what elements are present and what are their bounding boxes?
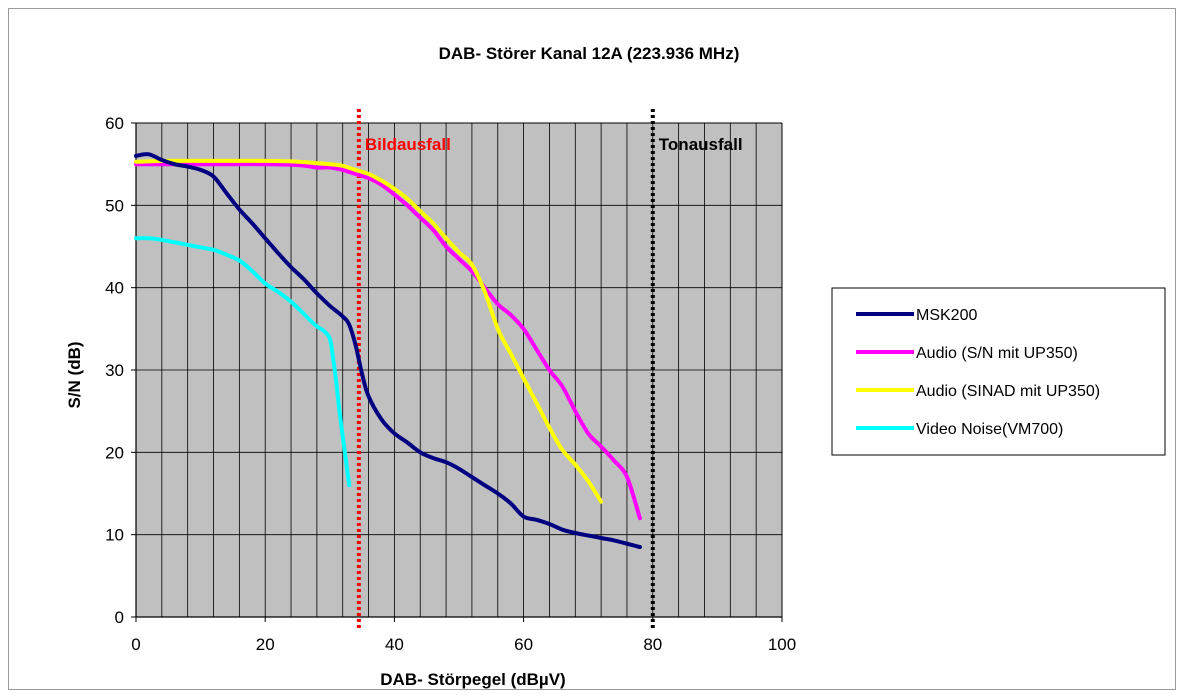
chart-title: DAB- Störer Kanal 12A (223.936 MHz)	[439, 44, 740, 63]
y-tick-label: 60	[105, 114, 124, 133]
legend-label-3: Video Noise(VM700)	[916, 421, 1063, 438]
series-line-0	[134, 152, 642, 549]
y-tick-label: 40	[105, 279, 124, 298]
legend-label-1: Audio (S/N mit UP350)	[916, 345, 1078, 362]
series-line-1	[134, 162, 642, 521]
legend-label-2: Audio (SINAD mit UP350)	[916, 383, 1100, 400]
line-chart: DAB- Störer Kanal 12A (223.936 MHz) 0 10 2…	[65, 44, 1166, 689]
y-tick-label: 10	[105, 526, 124, 545]
x-axis-label: DAB- Störpegel (dBµV)	[380, 670, 565, 689]
marker-label-bildausfall: Bildausfall	[365, 135, 451, 154]
x-tick-label: 60	[514, 635, 533, 654]
x-tick-label: 0	[131, 635, 140, 654]
x-tick-label: 100	[768, 635, 796, 654]
y-axis-label: S/N (dB)	[65, 341, 84, 408]
x-tick-label: 40	[385, 635, 404, 654]
marker-label-tonausfall: Tonausfall	[659, 135, 743, 154]
y-tick-label: 20	[105, 443, 124, 462]
chart-frame: DAB- Störer Kanal 12A (223.936 MHz) 0 10 2…	[8, 8, 1176, 690]
x-tick-label: 80	[643, 635, 662, 654]
y-tick-label: 30	[105, 361, 124, 380]
series-line-3	[134, 236, 352, 488]
y-tick-label: 0	[115, 608, 124, 627]
legend-label-0: MSK200	[916, 307, 977, 324]
x-tick-label: 20	[256, 635, 275, 654]
y-tick-label: 50	[105, 196, 124, 215]
legend: MSK200 Audio (S/N mit UP350) Audio (SINAD …	[831, 287, 1166, 456]
series-line-2	[134, 158, 604, 504]
